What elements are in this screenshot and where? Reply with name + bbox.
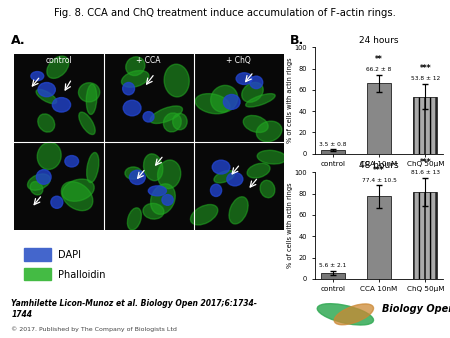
- Text: Fig. 8. CCA and ChQ treatment induce accumulation of F-actin rings.: Fig. 8. CCA and ChQ treatment induce acc…: [54, 8, 396, 19]
- Bar: [367, 83, 391, 154]
- Ellipse shape: [65, 155, 79, 167]
- Ellipse shape: [130, 170, 145, 185]
- Title: 24 hours: 24 hours: [360, 36, 399, 45]
- Ellipse shape: [27, 174, 50, 190]
- Ellipse shape: [211, 86, 238, 112]
- Ellipse shape: [36, 90, 57, 104]
- Ellipse shape: [52, 98, 71, 112]
- Ellipse shape: [195, 94, 230, 114]
- Ellipse shape: [127, 208, 141, 230]
- Bar: [194, 142, 284, 230]
- Y-axis label: % of cells with actin rings: % of cells with actin rings: [288, 183, 293, 268]
- Text: 5.6 ± 2.1: 5.6 ± 2.1: [319, 263, 347, 268]
- Ellipse shape: [36, 170, 51, 184]
- Ellipse shape: [257, 150, 286, 164]
- Bar: [104, 54, 194, 142]
- Text: Biology Open: Biology Open: [382, 304, 450, 314]
- Ellipse shape: [148, 186, 166, 196]
- Text: B.: B.: [290, 34, 305, 47]
- Ellipse shape: [38, 82, 55, 97]
- Ellipse shape: [151, 184, 175, 214]
- Bar: [321, 273, 345, 279]
- Ellipse shape: [243, 116, 268, 132]
- Ellipse shape: [123, 82, 135, 95]
- Bar: [414, 97, 437, 154]
- Text: + ChQ: + ChQ: [226, 56, 251, 65]
- Text: ***: ***: [419, 159, 431, 168]
- Bar: [367, 196, 391, 279]
- Ellipse shape: [86, 84, 97, 115]
- Ellipse shape: [79, 112, 95, 135]
- Ellipse shape: [260, 180, 275, 198]
- Ellipse shape: [211, 184, 222, 196]
- Y-axis label: % of cells with actin rings: % of cells with actin rings: [288, 58, 293, 143]
- Ellipse shape: [247, 163, 270, 178]
- Ellipse shape: [30, 182, 43, 195]
- Ellipse shape: [150, 106, 183, 123]
- Ellipse shape: [214, 171, 234, 183]
- Text: ***: ***: [419, 64, 431, 73]
- Text: 77.4 ± 10.5: 77.4 ± 10.5: [362, 177, 396, 183]
- Ellipse shape: [47, 56, 69, 78]
- Ellipse shape: [123, 100, 141, 116]
- Ellipse shape: [144, 154, 163, 181]
- Ellipse shape: [162, 195, 173, 205]
- Text: control: control: [45, 56, 72, 65]
- Ellipse shape: [126, 57, 145, 76]
- Ellipse shape: [163, 113, 181, 132]
- Ellipse shape: [164, 64, 189, 97]
- Text: 81.6 ± 13: 81.6 ± 13: [411, 170, 440, 175]
- Text: A.: A.: [11, 34, 26, 47]
- Bar: [321, 150, 345, 154]
- Ellipse shape: [31, 72, 44, 80]
- Ellipse shape: [256, 121, 282, 142]
- Ellipse shape: [143, 112, 154, 122]
- Text: Yamhilette Licon-Munoz et al. Biology Open 2017;6:1734-
1744: Yamhilette Licon-Munoz et al. Biology Op…: [11, 299, 257, 318]
- Ellipse shape: [246, 94, 275, 107]
- Ellipse shape: [122, 71, 149, 87]
- Text: 48 hours: 48 hours: [4, 169, 13, 203]
- Ellipse shape: [37, 142, 61, 169]
- Bar: [194, 54, 284, 142]
- Bar: [24, 248, 51, 261]
- Ellipse shape: [317, 304, 374, 325]
- Bar: [414, 192, 437, 279]
- Ellipse shape: [212, 160, 230, 174]
- Ellipse shape: [158, 160, 181, 189]
- Ellipse shape: [236, 73, 252, 84]
- Ellipse shape: [51, 196, 63, 208]
- Text: ***: ***: [374, 166, 385, 175]
- Ellipse shape: [242, 82, 263, 102]
- Ellipse shape: [227, 172, 243, 186]
- Ellipse shape: [62, 179, 94, 201]
- Ellipse shape: [61, 182, 93, 211]
- Title: 48 hours: 48 hours: [359, 161, 399, 170]
- Ellipse shape: [173, 113, 187, 130]
- Text: DAPI: DAPI: [58, 250, 81, 261]
- Ellipse shape: [143, 203, 164, 219]
- Ellipse shape: [334, 304, 374, 325]
- Ellipse shape: [190, 204, 218, 225]
- Ellipse shape: [229, 197, 248, 224]
- Text: Phalloidin: Phalloidin: [58, 270, 105, 280]
- Bar: [14, 142, 104, 230]
- Ellipse shape: [250, 76, 263, 89]
- Ellipse shape: [38, 114, 55, 132]
- Ellipse shape: [78, 83, 100, 102]
- Ellipse shape: [87, 152, 99, 183]
- Ellipse shape: [125, 167, 142, 179]
- Text: **: **: [375, 55, 383, 64]
- Bar: [24, 268, 51, 281]
- Bar: [104, 142, 194, 230]
- Text: 66.2 ± 8: 66.2 ± 8: [366, 67, 392, 72]
- Text: 3.5 ± 0.8: 3.5 ± 0.8: [319, 142, 347, 147]
- Text: © 2017. Published by The Company of Biologists Ltd: © 2017. Published by The Company of Biol…: [11, 326, 177, 332]
- Text: + CCA: + CCA: [136, 56, 161, 65]
- Text: 24 hours: 24 hours: [4, 81, 13, 115]
- Bar: [14, 54, 104, 142]
- Ellipse shape: [223, 95, 240, 110]
- Text: 53.8 ± 12: 53.8 ± 12: [411, 76, 440, 81]
